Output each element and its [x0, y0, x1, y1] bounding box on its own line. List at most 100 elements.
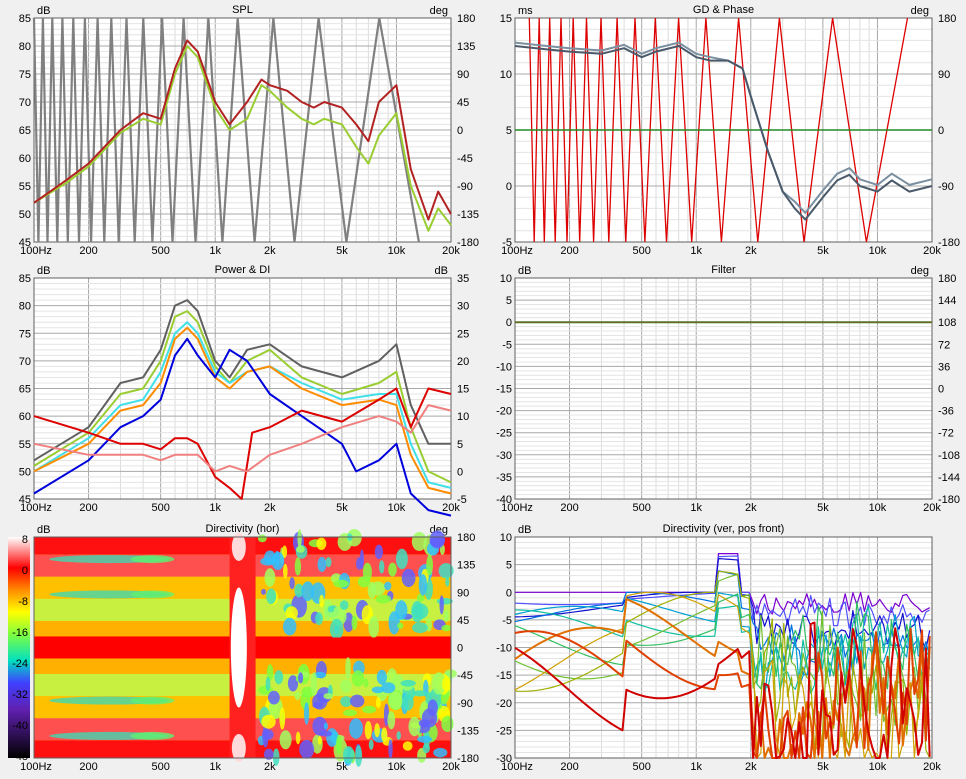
heatmap-patch	[364, 720, 372, 740]
vertical-directivity-curve-9	[514, 570, 931, 759]
heatmap-patch	[316, 537, 327, 550]
y-tick-label: 80	[19, 301, 31, 313]
y2-tick-label: -90	[938, 181, 954, 193]
heatmap-patch	[310, 672, 317, 696]
y2-tick-label: -5	[457, 494, 467, 506]
heatmap-patch	[381, 682, 396, 694]
heatmap-patch	[319, 730, 333, 737]
x-tick-label: 20k	[442, 245, 460, 257]
y2-tick-label: 0	[457, 643, 463, 655]
vertical-directivity-curve-3	[514, 557, 931, 652]
x-tick-label: 100Hz	[20, 245, 52, 257]
heatmap-patch	[282, 545, 288, 558]
heatmap-patch	[367, 581, 377, 599]
heatmap-patch	[362, 562, 372, 582]
y2-tick-label: -180	[457, 237, 479, 249]
heatmap-patch	[304, 702, 310, 725]
heatmap-patch	[445, 576, 450, 587]
heatmap-patch	[387, 711, 396, 730]
heatmap-island	[130, 731, 175, 740]
x-tick-label: 5k	[336, 245, 348, 257]
right-unit-label: dB	[435, 265, 448, 277]
heatmap-patch	[426, 555, 433, 576]
y2-tick-label: 5	[457, 439, 463, 451]
heatmap-patch	[374, 544, 384, 560]
power-di-series-4	[33, 326, 452, 495]
x-tick-label: 10k	[388, 245, 406, 257]
vertical-directivity-curve-1	[515, 552, 931, 615]
y-tick-label: 15	[500, 13, 512, 25]
heatmap-patch	[422, 743, 430, 754]
y-tick-label: 80	[19, 41, 31, 53]
y2-tick-label: 144	[938, 295, 956, 307]
heatmap-patch	[417, 735, 433, 743]
left-unit-label: dB	[37, 265, 50, 277]
y-tick-label: -35	[496, 472, 512, 484]
left-unit-label: dB	[518, 265, 531, 277]
x-tick-label: 500	[632, 761, 650, 773]
left-unit-label: dB	[37, 524, 50, 536]
heatmap-patch	[408, 716, 421, 737]
colorbar	[8, 537, 30, 758]
heatmap-patch	[381, 727, 388, 742]
x-tick-label: 5k	[817, 245, 829, 257]
heatmap-island	[130, 555, 175, 564]
x-tick-label: 1k	[690, 502, 702, 514]
y-tick-label: -40	[496, 494, 512, 506]
heatmap-hotspot	[231, 533, 246, 561]
y2-tick-label: -180	[457, 753, 479, 765]
x-tick-label: 10k	[869, 761, 887, 773]
x-tick-label: 200	[560, 245, 578, 257]
heatmap-patch	[319, 594, 324, 608]
heatmap-patch	[295, 731, 301, 745]
vertical-directivity-curve-12	[514, 627, 931, 759]
phase-trace	[32, 17, 420, 243]
heatmap-patch	[379, 560, 385, 574]
heatmap-patch	[283, 617, 297, 636]
x-tick-label: 200	[560, 761, 578, 773]
heatmap-patch	[257, 534, 267, 543]
heatmap-patch	[349, 718, 363, 739]
heatmap-patch	[429, 536, 445, 547]
y-tick-label: -20	[496, 698, 512, 710]
y2-tick-label: -144	[938, 472, 960, 484]
y2-tick-label: 0	[457, 466, 463, 478]
panel-4: Filter dB deg 100Hz 200 500 1k 2k 5k 10k 20k 10 5 0 -5…	[496, 264, 960, 514]
x-tick-label: 2k	[264, 502, 276, 514]
power-di-series-7	[33, 404, 452, 473]
y-tick-label: 60	[19, 411, 31, 423]
x-tick-label: 200	[79, 761, 97, 773]
heatmap-patch	[279, 730, 292, 750]
y2-tick-label: -90	[457, 698, 473, 710]
heatmap-patch	[264, 568, 276, 587]
x-tick-label: 500	[632, 502, 650, 514]
y-tick-label: -5	[502, 339, 512, 351]
y2-tick-label: 35	[457, 273, 469, 285]
y-tick-label: 50	[19, 466, 31, 478]
y2-tick-label: -135	[457, 209, 479, 221]
y2-tick-label: -108	[938, 450, 960, 462]
x-tick-label: 200	[560, 502, 578, 514]
heatmap-patch	[325, 557, 332, 568]
x-tick-label: 10k	[388, 761, 406, 773]
heatmap-patch	[263, 748, 274, 760]
y-tick-label: 10	[500, 69, 512, 81]
heatmap-patch	[294, 557, 302, 576]
heatmap-patch	[355, 745, 363, 767]
heatmap-patch	[298, 672, 304, 684]
colorbar-tick-label: -24	[12, 658, 28, 670]
vertical-directivity-curve-13	[514, 621, 931, 759]
heatmap-patch	[336, 735, 342, 755]
heatmap-hotspot	[231, 734, 246, 762]
y2-tick-label: 0	[938, 125, 944, 137]
heatmap-patch	[374, 723, 380, 738]
heatmap-patch	[340, 679, 352, 693]
colorbar-tick-label: -40	[12, 720, 28, 732]
heatmap-patch	[333, 579, 349, 588]
colorbar-tick-label: -32	[12, 689, 28, 701]
y-tick-label: -25	[496, 725, 512, 737]
heatmap-patch	[412, 603, 429, 620]
heatmap-patch	[261, 714, 276, 729]
heatmap-patch	[432, 672, 446, 695]
